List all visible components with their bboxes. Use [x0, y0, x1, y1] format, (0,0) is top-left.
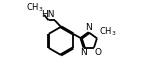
Text: CH$_3$: CH$_3$ [26, 2, 43, 14]
Text: CH$_3$: CH$_3$ [99, 25, 116, 38]
Text: O: O [95, 48, 102, 57]
Text: N: N [85, 23, 92, 32]
Text: HN: HN [41, 10, 55, 19]
Text: N: N [80, 49, 87, 58]
